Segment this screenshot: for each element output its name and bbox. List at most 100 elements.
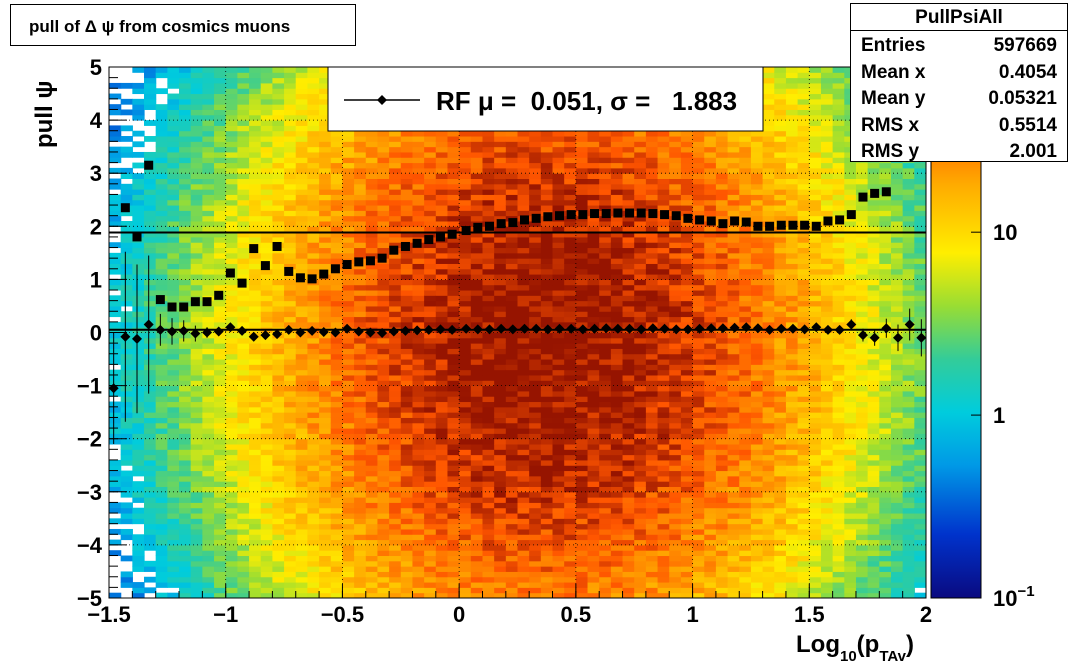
heatmap-cell <box>692 311 705 318</box>
heatmap-cell <box>307 290 320 296</box>
heatmap-cell <box>447 364 460 371</box>
heatmap-cell <box>237 114 250 121</box>
heatmap-cell <box>190 544 203 551</box>
heatmap-cell <box>132 215 145 222</box>
heatmap-cell <box>120 406 133 413</box>
heatmap-cell <box>587 274 600 280</box>
heatmap-cell <box>354 523 367 530</box>
heatmap-cell <box>179 518 192 525</box>
heatmap-cell <box>214 582 227 588</box>
heatmap-cell <box>470 258 484 264</box>
heatmap-cell <box>680 587 694 594</box>
heatmap-cell <box>575 226 589 233</box>
heatmap-cell <box>249 444 262 450</box>
heatmap-cell <box>505 173 519 180</box>
heatmap-cell <box>645 316 659 323</box>
heatmap-cell <box>132 444 145 450</box>
heatmap-cell <box>237 321 250 328</box>
heatmap-cell <box>260 205 273 211</box>
heatmap-cell <box>120 194 133 201</box>
heatmap-cell <box>669 295 682 302</box>
heatmap-cell <box>424 550 437 557</box>
heatmap-cell <box>319 513 332 519</box>
heatmap-cell <box>680 162 694 169</box>
heatmap-cell <box>284 104 297 110</box>
heatmap-cell <box>202 173 215 180</box>
heatmap-cell <box>132 401 145 408</box>
heatmap-cell <box>132 300 145 307</box>
heatmap-cell <box>295 104 309 110</box>
heatmap-cell <box>669 178 682 185</box>
heatmap-cell <box>645 566 659 572</box>
heatmap-cell <box>365 173 379 180</box>
heatmap-cell <box>622 481 635 487</box>
heatmap-cell <box>202 428 215 434</box>
heatmap-cell <box>132 67 145 73</box>
heatmap-cell <box>552 189 565 195</box>
heatmap-cell <box>634 539 647 546</box>
heatmap-cell <box>552 247 565 254</box>
heatmap-cell <box>109 412 122 418</box>
heatmap-cell <box>470 311 484 318</box>
heatmap-cell <box>202 459 215 466</box>
heatmap-cell <box>657 390 670 397</box>
heatmap-cell <box>412 215 425 222</box>
heatmap-cell <box>354 417 367 424</box>
heatmap-cell <box>389 566 402 572</box>
heatmap-cell <box>155 205 168 211</box>
heatmap-cell <box>179 534 192 541</box>
heatmap-cell <box>377 566 390 572</box>
heatmap-cell <box>680 157 694 164</box>
heatmap-cell <box>179 571 192 578</box>
heatmap-cell <box>365 401 379 408</box>
heatmap-cell <box>389 258 402 264</box>
heatmap-cell <box>610 220 624 227</box>
heatmap-cell <box>144 374 157 381</box>
heatmap-cell <box>470 167 484 174</box>
heatmap-cell <box>459 295 472 302</box>
heatmap-cell <box>645 141 659 148</box>
heatmap-cell <box>564 157 577 164</box>
heatmap-cell <box>365 481 379 487</box>
heatmap-cell <box>645 555 659 562</box>
heatmap-cell <box>424 592 437 598</box>
heatmap-cell <box>459 167 472 174</box>
heatmap-cell <box>342 321 355 328</box>
heatmap-cell <box>494 290 507 296</box>
heatmap-cell <box>575 502 589 509</box>
heatmap-cell <box>330 486 344 493</box>
heatmap-cell <box>260 157 273 164</box>
heatmap-cell <box>552 364 565 371</box>
heatmap-cell <box>622 417 635 424</box>
heatmap-cell <box>447 449 460 456</box>
heatmap-cell <box>155 566 168 572</box>
heatmap-cell <box>645 173 659 180</box>
heatmap-cell <box>260 417 273 424</box>
heatmap-cell <box>214 194 227 201</box>
heatmap-cell <box>144 459 157 466</box>
heatmap-cell <box>389 422 402 429</box>
heatmap-cell <box>155 555 168 562</box>
heatmap-cell <box>144 220 157 227</box>
heatmap-cell <box>400 475 414 482</box>
heatmap-cell <box>400 385 414 392</box>
heatmap-cell <box>260 167 273 174</box>
heatmap-cell <box>587 497 600 503</box>
heatmap-cell <box>377 454 390 461</box>
heatmap-cell <box>470 300 484 307</box>
heatmap-cell <box>494 486 507 493</box>
heatmap-cell <box>237 390 250 397</box>
heatmap-cell <box>365 162 379 169</box>
heatmap-cell <box>424 560 437 567</box>
heatmap-cell <box>132 130 145 137</box>
heatmap-cell <box>155 141 168 148</box>
heatmap-cell <box>540 242 554 249</box>
heatmap-cell <box>249 205 262 211</box>
heatmap-cell <box>330 141 344 148</box>
heatmap-cell <box>645 470 659 477</box>
heatmap-cell <box>669 359 682 365</box>
heatmap-cell <box>342 417 355 424</box>
heatmap-cell <box>599 263 612 270</box>
heatmap-cell <box>575 406 589 413</box>
heatmap-cell <box>529 300 542 307</box>
